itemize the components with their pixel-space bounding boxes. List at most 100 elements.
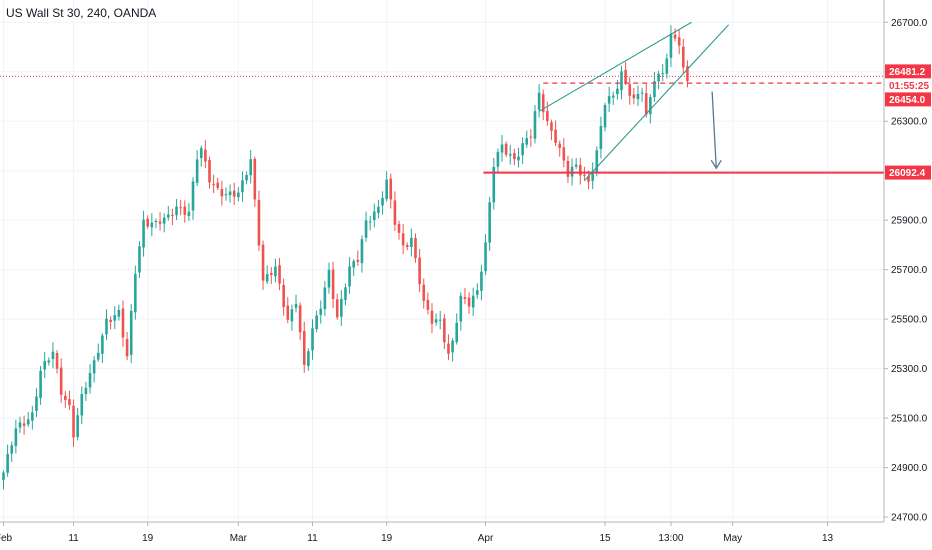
candle — [426, 292, 430, 315]
candle — [2, 470, 5, 490]
candle — [620, 65, 623, 100]
sell-price-tag-bg — [885, 92, 931, 107]
candle — [381, 191, 384, 215]
candle-body — [31, 412, 34, 421]
candle-body — [311, 328, 314, 351]
candle-body — [414, 237, 417, 259]
candle — [175, 198, 178, 220]
candle-body — [397, 224, 401, 233]
chart-title: US Wall St 30, 240, OANDA — [6, 6, 157, 20]
candle-body — [72, 405, 75, 438]
candle — [31, 405, 34, 430]
candle — [319, 300, 323, 324]
candle-body — [35, 396, 38, 411]
sell-price-tag: 26454.0 — [885, 92, 931, 107]
candle-body — [653, 81, 656, 98]
candle-body — [451, 340, 454, 353]
candle — [414, 233, 417, 263]
candle-body — [2, 472, 5, 480]
candle — [331, 261, 335, 309]
candle — [459, 292, 463, 331]
candle-body — [364, 220, 368, 238]
candle-body — [657, 73, 660, 82]
candle-body — [459, 295, 463, 322]
candle — [72, 399, 75, 447]
candle — [599, 116, 603, 159]
candle — [232, 182, 236, 205]
candle — [14, 419, 18, 454]
candle-body — [599, 126, 603, 150]
candle — [241, 171, 244, 202]
rising-wedge-line[interactable] — [538, 21, 692, 112]
candle-body — [632, 94, 636, 99]
candle — [35, 388, 38, 418]
candle — [307, 348, 310, 371]
candle — [364, 211, 368, 242]
candle — [253, 156, 257, 207]
candle-body — [216, 182, 220, 188]
candle-body — [191, 181, 195, 211]
candle-body — [274, 266, 277, 277]
candle — [195, 150, 199, 187]
candle — [216, 177, 220, 191]
candle-body — [673, 34, 677, 39]
candle — [80, 386, 84, 425]
candle-body — [282, 284, 285, 308]
countdown-tag: 01:55:25 — [885, 78, 931, 93]
candle — [191, 177, 195, 220]
candle — [286, 297, 290, 324]
candle — [261, 240, 265, 290]
candle-body — [401, 233, 405, 246]
candle — [171, 208, 174, 226]
candle-body — [574, 164, 578, 167]
candle — [496, 148, 500, 173]
candle-body — [521, 143, 524, 156]
candle — [327, 262, 331, 294]
candle — [665, 53, 669, 79]
candle — [558, 140, 561, 157]
rising-wedge-line[interactable] — [584, 24, 730, 181]
y-tick-label: 24700.0 — [891, 513, 928, 524]
candle-body — [253, 158, 257, 200]
candle-body — [6, 454, 9, 473]
candle — [39, 365, 42, 405]
candle-body — [59, 367, 63, 395]
candle — [101, 333, 104, 364]
candle — [661, 64, 664, 82]
candle — [92, 356, 96, 383]
candle — [315, 310, 318, 333]
candle-body — [323, 287, 327, 310]
candle — [88, 364, 92, 394]
candle — [443, 314, 446, 349]
candle-body — [183, 206, 187, 215]
candle — [541, 89, 545, 121]
candle — [644, 84, 648, 118]
candle — [677, 30, 681, 55]
candle — [682, 38, 685, 75]
candle-body — [381, 197, 384, 206]
candle — [26, 412, 30, 427]
candle-body — [175, 206, 178, 216]
countdown-tag-text: 01:55:25 — [889, 81, 929, 92]
candle-body — [508, 154, 512, 156]
candle — [335, 293, 339, 320]
candle-body — [171, 214, 174, 216]
y-tick-label: 26300.0 — [891, 117, 928, 128]
candle — [636, 85, 640, 106]
x-tick-label: Apr — [478, 533, 494, 544]
candle-body — [167, 214, 170, 218]
candle-body — [113, 315, 117, 321]
candle — [311, 319, 314, 360]
forecast-arrow-shaft[interactable] — [711, 91, 717, 169]
candle — [566, 155, 570, 183]
candle — [348, 257, 351, 294]
candle-body — [616, 88, 619, 95]
candle — [228, 184, 232, 203]
candle-body — [319, 308, 323, 315]
candle-body — [294, 303, 298, 308]
candle — [546, 101, 549, 126]
candle — [492, 157, 496, 210]
